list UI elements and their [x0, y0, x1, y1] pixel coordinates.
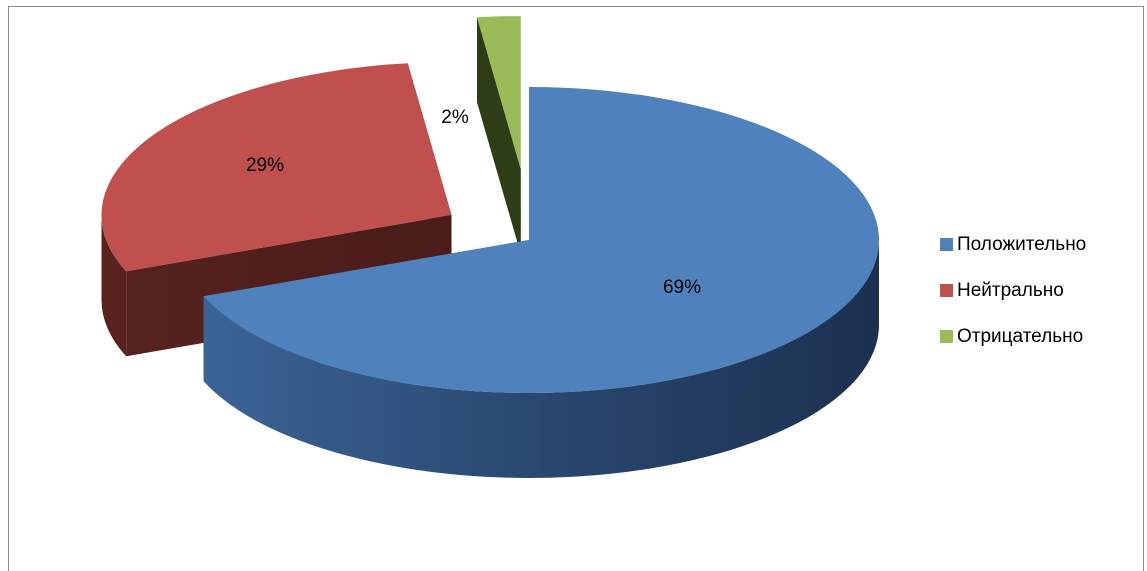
- pie-slice-positive-top: [203, 87, 880, 393]
- pie-slice-neutral-top: [101, 63, 452, 272]
- slice-label-positive: 69%: [663, 277, 701, 298]
- legend-swatch-positive: [940, 238, 953, 251]
- pie-slice-neutral-side: [101, 215, 127, 357]
- legend-label-neutral: Нейтрально: [957, 279, 1064, 301]
- pie-slice-negative-top: [477, 16, 521, 170]
- pie-slice-positive: [203, 87, 880, 478]
- legend-item-positive: Положительно: [940, 232, 1086, 257]
- legend-item-negative: Отрицательно: [940, 324, 1086, 349]
- legend: Положительно Нейтрально Отрицательно: [940, 232, 1086, 370]
- legend-swatch-neutral: [940, 284, 953, 297]
- legend-label-negative: Отрицательно: [957, 325, 1084, 347]
- slice-label-neutral: 29%: [246, 155, 284, 176]
- pie-slice-positive-side: [203, 240, 880, 478]
- pie-slice-negative: [477, 16, 521, 255]
- slice-label-negative: 2%: [441, 107, 469, 128]
- legend-label-positive: Положительно: [957, 233, 1087, 255]
- legend-item-neutral: Нейтрально: [940, 278, 1086, 303]
- pie-slice-negative-wall-start: [477, 17, 521, 255]
- legend-swatch-negative: [940, 330, 953, 343]
